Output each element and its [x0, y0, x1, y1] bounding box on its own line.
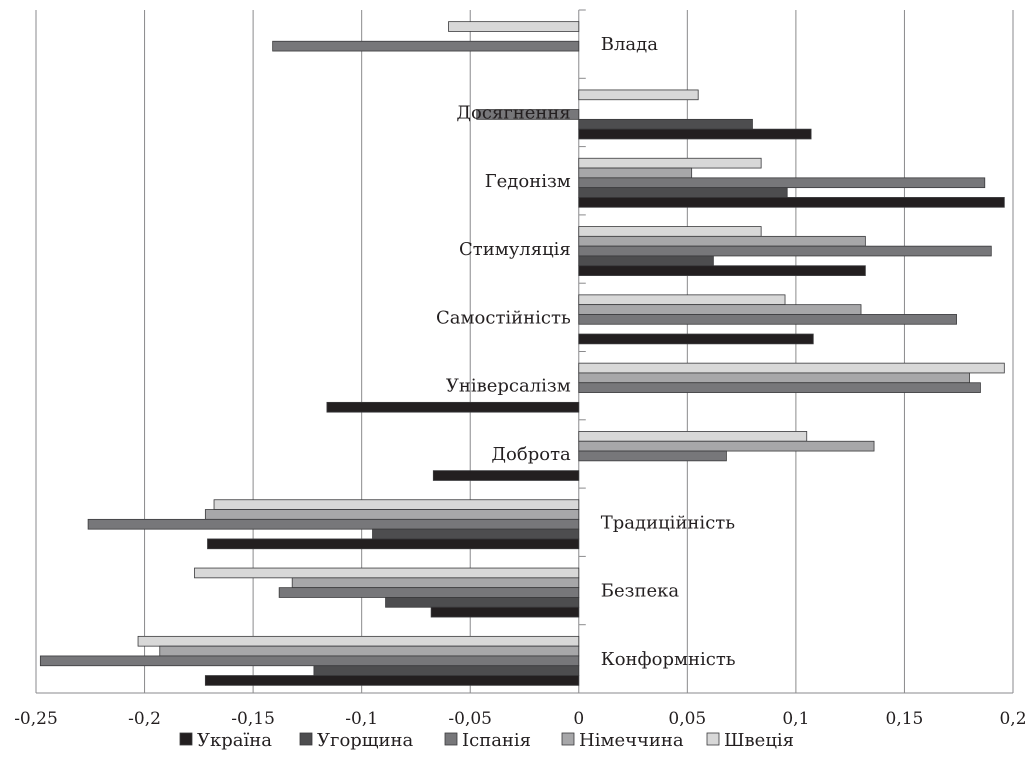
bar-Німеччина-Традиційність	[204, 509, 580, 520]
bar-Швеція-Самостійність	[578, 294, 786, 306]
legend-swatch	[179, 732, 193, 746]
category-label: Стимуляція	[459, 239, 571, 260]
legend-swatch	[444, 732, 458, 746]
legend-swatch	[706, 732, 720, 746]
bar-Україна-Доброта	[432, 470, 580, 481]
category-label: Влада	[601, 34, 658, 55]
bar-Швеція-Безпека	[194, 567, 580, 579]
legend-label: Німеччина	[579, 730, 684, 751]
bar-Іспанія-Безпека	[278, 587, 580, 598]
bar-Угорщина-Безпека	[385, 597, 580, 608]
category-label: Самостійність	[436, 307, 571, 328]
legend-label: Україна	[197, 730, 272, 751]
bar-Україна-Універсалізм	[326, 401, 580, 413]
legend-swatch	[561, 732, 575, 746]
legend-swatch	[299, 732, 313, 746]
bar-Іспанія-Досягнення	[476, 109, 580, 120]
bar-Іспанія-Універсалізм	[578, 382, 981, 393]
category-label: Конформність	[601, 649, 736, 670]
bar-Україна-Конформність	[204, 675, 580, 686]
legend-label: Іспанія	[462, 730, 531, 751]
category-label: Традиційність	[601, 512, 735, 533]
bar-Німеччина-Конформність	[159, 645, 580, 657]
category-label: Безпека	[601, 581, 680, 602]
bar-Швеція-Доброта	[578, 431, 808, 442]
bar-Швеція-Традиційність	[213, 499, 580, 510]
bar-Угорщина-Конформність	[313, 665, 580, 676]
bar-Німеччина-Доброта	[578, 440, 875, 452]
bar-Німеччина-Стимуляція	[578, 235, 866, 247]
bar-Іспанія-Стимуляція	[578, 245, 992, 257]
bar-Німеччина-Безпека	[291, 577, 580, 589]
bar-Україна-Досягнення	[578, 128, 812, 140]
category-label: Доброта	[491, 444, 571, 465]
bar-Німеччина-Самостійність	[578, 304, 862, 315]
x-tick-label: -0,25	[14, 709, 58, 729]
x-tick-label: -0,2	[128, 709, 161, 729]
bar-Іспанія-Традиційність	[87, 518, 580, 530]
legend-label: Швеція	[724, 730, 794, 751]
bar-Швеція-Стимуляція	[578, 226, 762, 237]
bar-Угорщина-Досягнення	[578, 118, 753, 130]
bar-Німеччина-Гедонізм	[578, 167, 693, 179]
bar-Україна-Стимуляція	[578, 265, 866, 276]
bar-Іспанія-Самостійність	[578, 314, 957, 325]
bar-Угорщина-Гедонізм	[578, 187, 788, 198]
bar-Україна-Традиційність	[207, 538, 580, 550]
bar-Швеція-Влада	[448, 21, 580, 32]
x-tick-label: -0,1	[345, 709, 378, 729]
x-tick-label: 0,1	[782, 709, 809, 729]
category-label: Досягнення	[456, 102, 570, 123]
bar-Швеція-Гедонізм	[578, 157, 762, 169]
x-tick-label: 0,2	[999, 709, 1026, 729]
bar-Іспанія-Доброта	[578, 450, 727, 462]
bar-Німеччина-Універсалізм	[578, 372, 970, 384]
bar-Іспанія-Влада	[272, 40, 580, 52]
x-tick-label: -0,05	[448, 709, 492, 729]
category-label: Універсалізм	[446, 376, 571, 397]
bar-Іспанія-Гедонізм	[578, 177, 986, 189]
x-tick-label: -0,15	[231, 709, 275, 729]
bar-Угорщина-Стимуляція	[578, 255, 714, 267]
x-tick-label: 0,15	[886, 709, 924, 729]
bar-Україна-Самостійність	[578, 333, 814, 345]
bar-Україна-Гедонізм	[578, 197, 1005, 208]
bar-Іспанія-Конформність	[39, 655, 580, 667]
category-label: Гедонізм	[485, 171, 571, 192]
bar-Швеція-Універсалізм	[578, 362, 1005, 374]
bar-Швеція-Досягнення	[578, 89, 699, 101]
bar-Угорщина-Традиційність	[372, 528, 580, 540]
bar-Україна-Безпека	[430, 606, 580, 618]
x-tick-label: 0,05	[668, 709, 706, 729]
legend-label: Угорщина	[317, 730, 414, 751]
x-tick-label: 0	[573, 709, 584, 729]
bar-Швеція-Конформність	[137, 635, 580, 647]
